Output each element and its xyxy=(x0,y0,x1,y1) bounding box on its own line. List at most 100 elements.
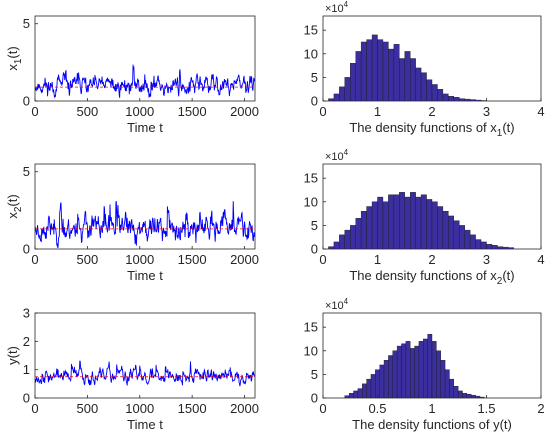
x1-density-bar xyxy=(339,87,344,101)
x2-density-ytick-label: 10 xyxy=(304,194,318,209)
y-density-bar xyxy=(449,379,453,398)
x2-series-xtick-label: 500 xyxy=(77,252,99,267)
x2-density-bar xyxy=(470,235,475,249)
x1-series-xtick-label: 1500 xyxy=(178,104,207,119)
x2-density-bar xyxy=(476,240,481,249)
y-density-bar xyxy=(428,334,432,398)
x1-density-xlabel: The density functions of x1(t) xyxy=(349,120,514,139)
x2-density-xtick-label: 1 xyxy=(374,252,381,267)
x1-density-bar xyxy=(372,35,377,101)
x2-density-bar xyxy=(432,202,437,249)
x1-density-xtick-label: 0 xyxy=(319,104,326,119)
x2-density-bar xyxy=(497,247,502,249)
y-density-bar xyxy=(388,356,392,399)
x2-density-xtick-label: 2 xyxy=(428,252,435,267)
x2-density-multiplier: ×104 xyxy=(325,148,349,163)
y-density-bar xyxy=(480,397,484,398)
y-density-xtick-label: 1.5 xyxy=(477,401,495,416)
x1-series-xtick-label: 1000 xyxy=(125,104,154,119)
x1-density-bar xyxy=(437,89,442,101)
x2-series-ylabel: x2(t) xyxy=(5,194,24,218)
x1-density-bar xyxy=(476,100,481,101)
x2-density-bar xyxy=(454,221,459,249)
x2-density-bar xyxy=(334,242,339,249)
x2-density-bar xyxy=(443,211,448,249)
x1-series-xtick-label: 0 xyxy=(31,104,38,119)
x2-density-bar xyxy=(372,202,377,249)
x1-density-bar xyxy=(367,40,372,101)
x2-density-xtick-label: 3 xyxy=(483,252,490,267)
x2-density-bar xyxy=(394,195,399,249)
y-density-xlabel: The density functions of y(t) xyxy=(352,417,512,432)
y-density-bar xyxy=(463,393,467,398)
x2-density-bar xyxy=(378,197,383,249)
x1-density-bar xyxy=(394,44,399,101)
y-series-ylabel: y(t) xyxy=(5,346,20,365)
x1-density-bar xyxy=(361,42,366,101)
x2-series-ytick-label: 0 xyxy=(23,242,30,257)
y-density-ytick-label: 0 xyxy=(311,391,318,406)
y-density-xtick-label: 1 xyxy=(428,401,435,416)
y-density-bar xyxy=(367,379,371,398)
x2-density-bar xyxy=(350,225,355,249)
y-series-ytick-label: 3 xyxy=(23,306,30,321)
x1-density-bar xyxy=(448,96,453,101)
x2-density-bar xyxy=(361,211,366,249)
y-density-bar xyxy=(458,391,462,398)
y-density-bar xyxy=(441,360,445,398)
x2-series-xlabel: Time t xyxy=(127,268,163,283)
x1-density-bar xyxy=(421,73,426,101)
x2-density-bar xyxy=(421,195,426,249)
x1-density-ytick-label: 10 xyxy=(304,46,318,61)
x2-density-bar xyxy=(383,202,388,249)
x1-density-bar xyxy=(459,99,464,101)
x2-density-bar xyxy=(481,242,486,249)
y-density-bar xyxy=(419,341,423,398)
x2-density-bar xyxy=(339,235,344,249)
x2-density-xlabel: The density functions of x2(t) xyxy=(349,268,514,287)
x2-series-xtick-label: 0 xyxy=(31,252,38,267)
y-series-xtick-label: 500 xyxy=(77,401,99,416)
x1-density-bar xyxy=(388,49,393,101)
x1-density-xtick-label: 1 xyxy=(374,104,381,119)
x1-density-xtick-label: 4 xyxy=(537,104,544,119)
y-density-bar xyxy=(345,396,349,398)
y-density-bar xyxy=(406,341,410,398)
x2-density-bar xyxy=(388,195,393,249)
x2-density-bar xyxy=(328,247,333,249)
x1-density-multiplier: ×104 xyxy=(325,0,349,15)
x1-density-bar xyxy=(345,77,350,101)
y-density-bar xyxy=(471,395,475,398)
x1-density-ytick-label: 15 xyxy=(304,23,318,38)
y-density-bar xyxy=(467,394,471,398)
x2-density-ytick-label: 15 xyxy=(304,171,318,186)
x1-series-xlabel: Time t xyxy=(127,120,163,135)
y-density-bar xyxy=(371,374,375,398)
x2-density-bar xyxy=(410,192,415,249)
x1-density-bar xyxy=(410,59,415,102)
x2-density-bar xyxy=(448,216,453,249)
x2-density-bar xyxy=(416,197,421,249)
y-density-bar xyxy=(397,346,401,398)
y-density-bar xyxy=(436,351,440,398)
y-series-ytick-label: 1 xyxy=(23,362,30,377)
y-series-xlabel: Time t xyxy=(127,417,163,432)
y-series-xtick-label: 0 xyxy=(31,401,38,416)
x1-density-xtick-label: 3 xyxy=(483,104,490,119)
x1-density-xtick-label: 2 xyxy=(428,104,435,119)
x1-density-bar xyxy=(443,94,448,101)
x1-density-bar xyxy=(465,99,470,101)
y-density-ytick-label: 5 xyxy=(311,367,318,382)
x1-density-bar xyxy=(470,100,475,101)
x1-density-bar xyxy=(427,80,432,101)
x1-density-bar xyxy=(334,94,339,101)
x2-density-bar xyxy=(487,244,492,249)
x1-density-bar xyxy=(432,84,437,101)
x2-series-xtick-label: 1000 xyxy=(125,252,154,267)
y-series-xtick-label: 1000 xyxy=(125,401,154,416)
y-density-bar xyxy=(423,339,427,398)
x2-density-bar xyxy=(459,225,464,249)
